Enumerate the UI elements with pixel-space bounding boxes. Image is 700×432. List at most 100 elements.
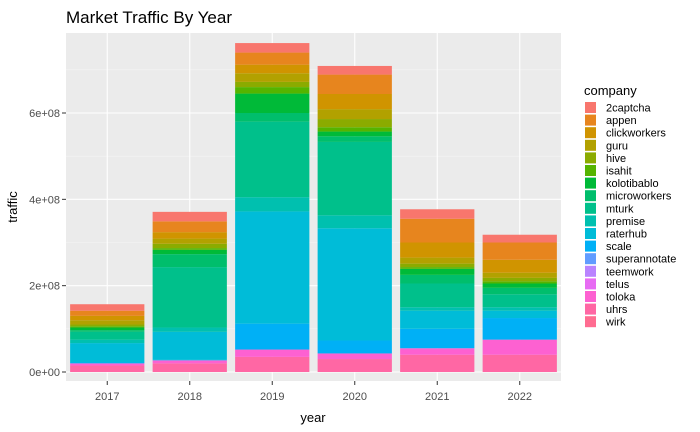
bar-segment-kolotibablo-2019	[235, 93, 310, 113]
bar-segment-mturk-2018	[152, 267, 227, 328]
bar-segment-clickworkers-2018	[152, 232, 227, 239]
legend-swatch-scale	[585, 240, 596, 252]
bar-segment-premise-2020	[317, 215, 392, 229]
plot-panel	[66, 33, 561, 381]
bar-segment-uhrs-2021	[400, 354, 475, 372]
bar-segment-uhrs-2017	[70, 365, 145, 372]
bar-segment-microworkers-2020	[317, 136, 392, 142]
bar-segment-guru-2019	[235, 73, 310, 82]
x-tick-label: 2022	[508, 391, 532, 403]
bar-segment-hive-2018	[152, 243, 227, 249]
bar-segment-raterhub-2021	[400, 310, 475, 329]
legend-label-wirk: wirk	[605, 317, 626, 329]
bar-segment-toloka-2018	[152, 360, 227, 364]
legend-label-scale: scale	[606, 241, 632, 253]
bar-segment-microworkers-2018	[152, 254, 227, 268]
bar-segment-kolotibablo-2022	[482, 283, 557, 288]
legend-label-appen: appen	[606, 115, 637, 127]
bar-segment-kolotibablo-2021	[400, 268, 475, 275]
bar-segment-isahit-2020	[317, 127, 392, 132]
bar-segment-guru-2020	[317, 109, 392, 120]
legend-swatch-kolotibablo	[585, 177, 596, 189]
legend-title: company	[584, 83, 637, 98]
bar-segment-appen-2019	[235, 52, 310, 65]
x-tick-label: 2019	[260, 391, 284, 403]
bar-segment-mturk-2017	[70, 331, 145, 340]
bar-segment-guru-2017	[70, 320, 145, 325]
x-tick-label: 2018	[178, 391, 202, 403]
bar-segment-isahit-2022	[482, 281, 557, 284]
bar-segment-toloka-2020	[317, 353, 392, 360]
legend-label-superannotate: superannotate	[606, 254, 676, 266]
chart-title: Market Traffic By Year	[66, 8, 232, 27]
legend: company 2captchaappenclickworkersguruhiv…	[584, 83, 676, 329]
bar-segment-appen-2018	[152, 221, 227, 233]
bar-segment-scale-2022	[482, 318, 557, 340]
bar-segment-kolotibablo-2017	[70, 327, 145, 331]
bar-segment-2captcha-2021	[400, 209, 475, 219]
x-tick-label: 2017	[95, 391, 119, 403]
legend-swatch-telus	[585, 278, 596, 290]
bar-segment-isahit-2021	[400, 267, 475, 269]
legend-swatch-isahit	[585, 165, 596, 176]
bar-segment-raterhub-2018	[152, 331, 227, 360]
bar-segment-raterhub-2022	[482, 310, 557, 319]
bar-segment-kolotibablo-2020	[317, 131, 392, 137]
bar-segment-uhrs-2018	[152, 363, 227, 372]
bar-segment-guru-2021	[400, 257, 475, 264]
legend-swatch-teemwork	[585, 265, 596, 277]
bar-segment-mturk-2019	[235, 121, 310, 198]
bar-segment-isahit-2017	[70, 326, 145, 328]
legend-swatch-premise	[585, 215, 596, 227]
bar-segment-clickworkers-2019	[235, 64, 310, 74]
y-tick-label: 4e+08	[29, 194, 60, 206]
legend-label-isahit: isahit	[606, 166, 632, 178]
bar-segment-mturk-2020	[317, 141, 392, 216]
bar-segment-premise-2021	[400, 307, 475, 311]
legend-swatch-mturk	[585, 202, 596, 214]
y-tick-label: 2e+08	[29, 281, 60, 293]
bar-segment-premise-2022	[482, 307, 557, 311]
legend-label-uhrs: uhrs	[606, 304, 628, 316]
y-axis-title: traffic	[5, 191, 20, 223]
bar-segment-microworkers-2019	[235, 113, 310, 122]
legend-swatch-clickworkers	[585, 127, 596, 139]
bar-segment-microworkers-2022	[482, 287, 557, 295]
bar-segment-2captcha-2020	[317, 65, 392, 75]
bar-segment-hive-2020	[317, 119, 392, 128]
bars	[70, 43, 557, 372]
legend-swatch-superannotate	[585, 253, 596, 265]
bar-segment-scale-2021	[400, 328, 475, 349]
bar-segment-toloka-2017	[70, 363, 145, 366]
legend-swatch-2captcha	[585, 102, 596, 113]
bar-segment-mturk-2022	[482, 294, 557, 308]
bar-segment-uhrs-2019	[235, 356, 310, 372]
bar-segment-premise-2019	[235, 197, 310, 212]
legend-swatch-toloka	[585, 291, 596, 302]
bar-segment-raterhub-2017	[70, 343, 145, 363]
legend-label-kolotibablo: kolotibablo	[606, 178, 659, 190]
x-axis: 2017 2018 2019 2020 2021 2022	[95, 381, 532, 403]
y-tick-label: 6e+08	[29, 108, 60, 120]
bar-segment-hive-2022	[482, 277, 557, 282]
bar-segment-scale-2017	[70, 362, 145, 364]
bar-segment-2captcha-2018	[152, 211, 227, 222]
bar-segment-appen-2021	[400, 218, 475, 243]
legend-swatch-hive	[585, 152, 596, 164]
bar-segment-toloka-2022	[482, 339, 557, 355]
bar-segment-hive-2019	[235, 81, 310, 88]
legend-label-mturk: mturk	[606, 203, 634, 215]
legend-label-guru: guru	[606, 140, 628, 152]
bar-segment-toloka-2021	[400, 348, 475, 355]
bar-segment-appen-2020	[317, 74, 392, 95]
bar-segment-appen-2017	[70, 310, 145, 316]
bar-segment-uhrs-2020	[317, 359, 392, 372]
legend-swatch-wirk	[585, 316, 596, 328]
legend-swatch-microworkers	[585, 190, 596, 202]
bar-segment-toloka-2019	[235, 349, 310, 357]
bar-segment-clickworkers-2017	[70, 315, 145, 321]
x-tick-label: 2021	[425, 391, 449, 403]
legend-label-clickworkers: clickworkers	[606, 128, 666, 140]
bar-segment-guru-2018	[152, 238, 227, 244]
